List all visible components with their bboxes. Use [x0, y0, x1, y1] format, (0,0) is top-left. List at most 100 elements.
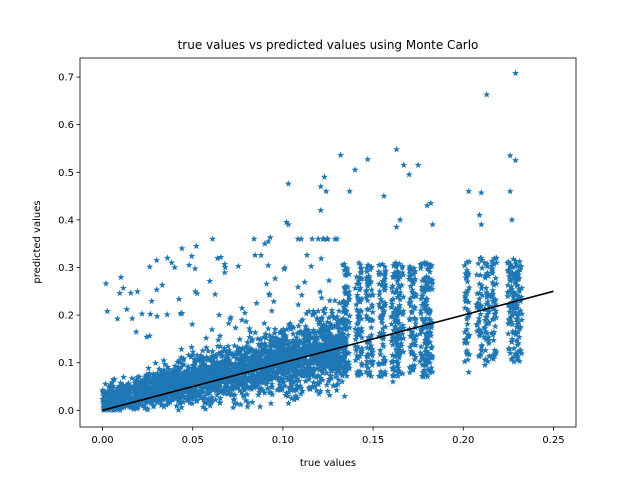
- data-point: [516, 257, 524, 265]
- data-point: [328, 374, 335, 382]
- data-point: [308, 353, 316, 360]
- data-point: [417, 264, 425, 272]
- data-point: [355, 309, 363, 316]
- data-point: [393, 145, 400, 153]
- data-point: [141, 375, 149, 383]
- data-point: [108, 397, 115, 404]
- data-point: [410, 333, 418, 341]
- data-point: [123, 383, 131, 391]
- x-tick-label: 0.00: [91, 435, 113, 446]
- data-point: [513, 350, 521, 357]
- data-point: [465, 368, 473, 376]
- data-point: [410, 264, 418, 272]
- data-point: [343, 372, 351, 379]
- data-point: [163, 368, 170, 376]
- data-point: [240, 365, 248, 373]
- data-point: [375, 291, 383, 298]
- data-point: [231, 378, 239, 385]
- data-point: [516, 357, 523, 365]
- data-point: [218, 358, 226, 366]
- data-point: [153, 378, 161, 386]
- data-point: [313, 379, 321, 387]
- data-point: [133, 373, 141, 381]
- data-point: [517, 323, 525, 331]
- data-point: [392, 288, 399, 296]
- data-point: [309, 307, 317, 315]
- data-point: [237, 400, 245, 408]
- data-point: [311, 355, 319, 363]
- data-point: [488, 354, 496, 361]
- data-point: [186, 382, 194, 390]
- data-point: [171, 263, 179, 271]
- data-point: [344, 364, 352, 371]
- data-point: [326, 351, 334, 358]
- data-point: [254, 359, 262, 367]
- data-point: [512, 156, 519, 164]
- data-point: [398, 264, 406, 271]
- data-point: [464, 286, 472, 294]
- data-point: [463, 269, 471, 277]
- data-point: [336, 369, 344, 377]
- data-point: [511, 279, 519, 287]
- data-point: [395, 260, 403, 267]
- data-point: [102, 392, 109, 400]
- data-point: [485, 352, 493, 360]
- data-point: [177, 310, 185, 317]
- data-point: [305, 375, 313, 383]
- data-point: [394, 352, 402, 359]
- data-point: [231, 350, 239, 358]
- data-point: [225, 346, 233, 354]
- data-point: [199, 358, 207, 365]
- data-point: [191, 356, 199, 364]
- data-point: [364, 352, 372, 360]
- data-point: [323, 357, 331, 364]
- data-point: [267, 334, 275, 342]
- data-point: [286, 371, 294, 379]
- data-point: [221, 368, 229, 375]
- data-point: [199, 347, 207, 354]
- data-point: [358, 334, 366, 341]
- data-point: [294, 301, 302, 308]
- data-point: [105, 383, 113, 390]
- data-point: [504, 259, 512, 267]
- data-point: [285, 321, 293, 328]
- data-point: [134, 288, 141, 295]
- data-point: [508, 335, 516, 342]
- data-point: [407, 276, 415, 283]
- data-point: [317, 387, 325, 395]
- data-point: [165, 369, 173, 377]
- data-point: [326, 361, 334, 368]
- data-point: [504, 266, 512, 273]
- data-point: [477, 302, 485, 310]
- data-point: [421, 277, 429, 284]
- data-point: [153, 372, 161, 379]
- data-point: [167, 379, 175, 387]
- data-point: [234, 343, 242, 351]
- data-point: [266, 331, 274, 339]
- data-point: [220, 383, 228, 391]
- data-point: [204, 399, 211, 407]
- data-point: [163, 310, 171, 318]
- data-point: [290, 387, 298, 394]
- data-point: [425, 309, 433, 317]
- data-point: [257, 335, 265, 343]
- data-point: [186, 378, 194, 386]
- data-point: [379, 325, 387, 332]
- data-point: [239, 375, 247, 382]
- data-point: [483, 290, 491, 297]
- data-point: [428, 285, 436, 293]
- data-point: [174, 365, 182, 372]
- data-point: [394, 364, 402, 371]
- data-point: [344, 331, 352, 338]
- data-point: [164, 254, 171, 261]
- data-point: [394, 306, 402, 314]
- data-point: [418, 287, 426, 294]
- data-point: [168, 259, 176, 266]
- data-point: [236, 345, 244, 352]
- data-point: [224, 369, 232, 377]
- data-point: [162, 385, 170, 393]
- data-point: [242, 379, 250, 387]
- data-point: [169, 369, 176, 376]
- data-point: [320, 320, 328, 328]
- data-point: [364, 155, 372, 163]
